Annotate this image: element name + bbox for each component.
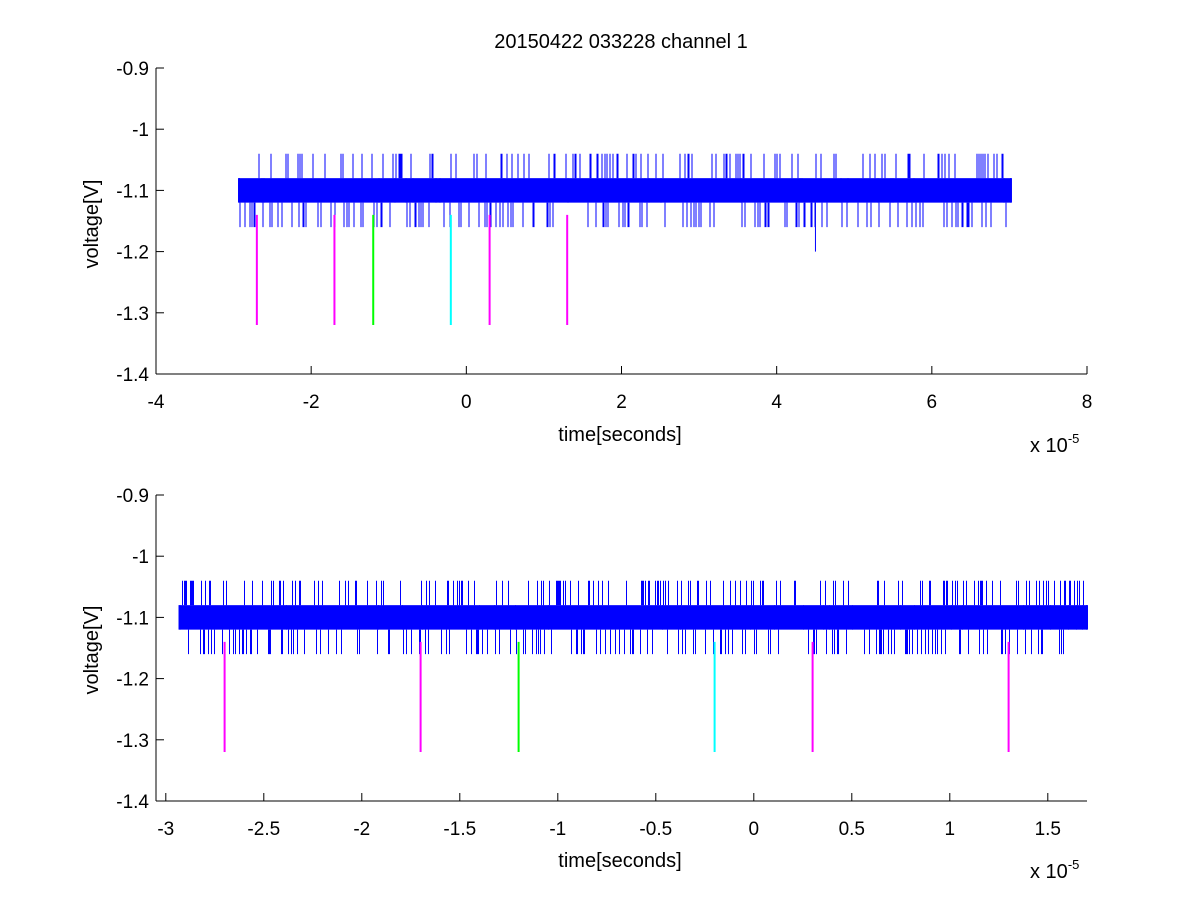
- x-tick-label: -3: [157, 819, 174, 840]
- bottom-x-exponent-power: -5: [1068, 857, 1080, 872]
- x-tick-label: -2: [303, 392, 320, 413]
- signal-noise: [182, 580, 1084, 655]
- y-tick-label: -1.1: [116, 608, 149, 629]
- x-tick-label: -2: [353, 819, 370, 840]
- y-tick-label: -1.1: [116, 181, 149, 202]
- bottom-plot-data: [178, 580, 1088, 753]
- signal-edges: [238, 178, 1012, 203]
- bottom-y-axis-label: voltage[V]: [81, 606, 103, 695]
- x-tick-label: 1.5: [1035, 819, 1061, 840]
- signal-band: [239, 178, 1011, 203]
- signal-edges: [178, 605, 1088, 630]
- y-tick-label: -1.3: [116, 304, 149, 325]
- x-tick-label: -2.5: [247, 819, 280, 840]
- top-x-exponent-power: -5: [1068, 431, 1080, 446]
- x-tick-label: 0: [461, 392, 472, 413]
- bottom-plot-axes: -3 -2.5 -2 -1.5 -1 -0.5 0 0.5 1 1.5 -0.9 -1 -1.1 -1.2…: [116, 486, 1087, 840]
- top-x-exponent-base: x 10: [1030, 435, 1068, 457]
- x-tick-label: -0.5: [639, 819, 672, 840]
- x-tick-label: -4: [148, 392, 165, 413]
- y-tick-label: -1.3: [116, 731, 149, 752]
- x-tick-label: 6: [927, 392, 938, 413]
- top-x-axis-label: time[seconds]: [558, 424, 681, 446]
- x-tick-label: 0.5: [839, 819, 865, 840]
- signal-band: [179, 605, 1087, 630]
- top-x-exponent-label: x 10-5: [1030, 431, 1079, 457]
- y-tick-label: -0.9: [116, 486, 149, 507]
- chart-title: 20150422 033228 channel 1: [494, 31, 748, 53]
- x-tick-label: 1: [945, 819, 956, 840]
- y-tick-label: -1.4: [116, 792, 149, 813]
- y-tick-label: -1: [132, 120, 149, 141]
- top-plot-data: [238, 153, 1012, 326]
- bottom-x-axis-label: time[seconds]: [558, 850, 681, 872]
- y-tick-label: -1.2: [116, 243, 149, 264]
- y-tick-label: -1.2: [116, 670, 149, 691]
- top-plot-axes: -4 -2 0 2 4 6 8 -0.9 -1 -1.1 -1.2 -1.3 -1.4: [116, 59, 1092, 413]
- bottom-x-exponent-base: x 10: [1030, 861, 1068, 883]
- signal-noise: [239, 153, 1007, 228]
- signal-series: [178, 580, 1088, 655]
- y-tick-label: -0.9: [116, 59, 149, 80]
- x-tick-label: 8: [1082, 392, 1093, 413]
- bottom-plot: -3 -2.5 -2 -1.5 -1 -0.5 0 0.5 1 1.5 -0.9 -1 -1.1 -1.2…: [81, 486, 1088, 883]
- y-tick-label: -1.4: [116, 365, 149, 386]
- x-tick-label: 0: [749, 819, 760, 840]
- y-tick-label: -1: [132, 547, 149, 568]
- top-y-axis-label: voltage[V]: [81, 180, 103, 269]
- bottom-x-exponent-label: x 10-5: [1030, 857, 1079, 883]
- x-tick-label: 2: [616, 392, 627, 413]
- x-tick-label: -1: [549, 819, 566, 840]
- top-plot: -4 -2 0 2 4 6 8 -0.9 -1 -1.1 -1.2 -1.3 -1.4 time[sec…: [81, 59, 1092, 457]
- x-tick-label: 4: [771, 392, 782, 413]
- x-tick-label: -1.5: [443, 819, 476, 840]
- signal-series: [238, 153, 1012, 252]
